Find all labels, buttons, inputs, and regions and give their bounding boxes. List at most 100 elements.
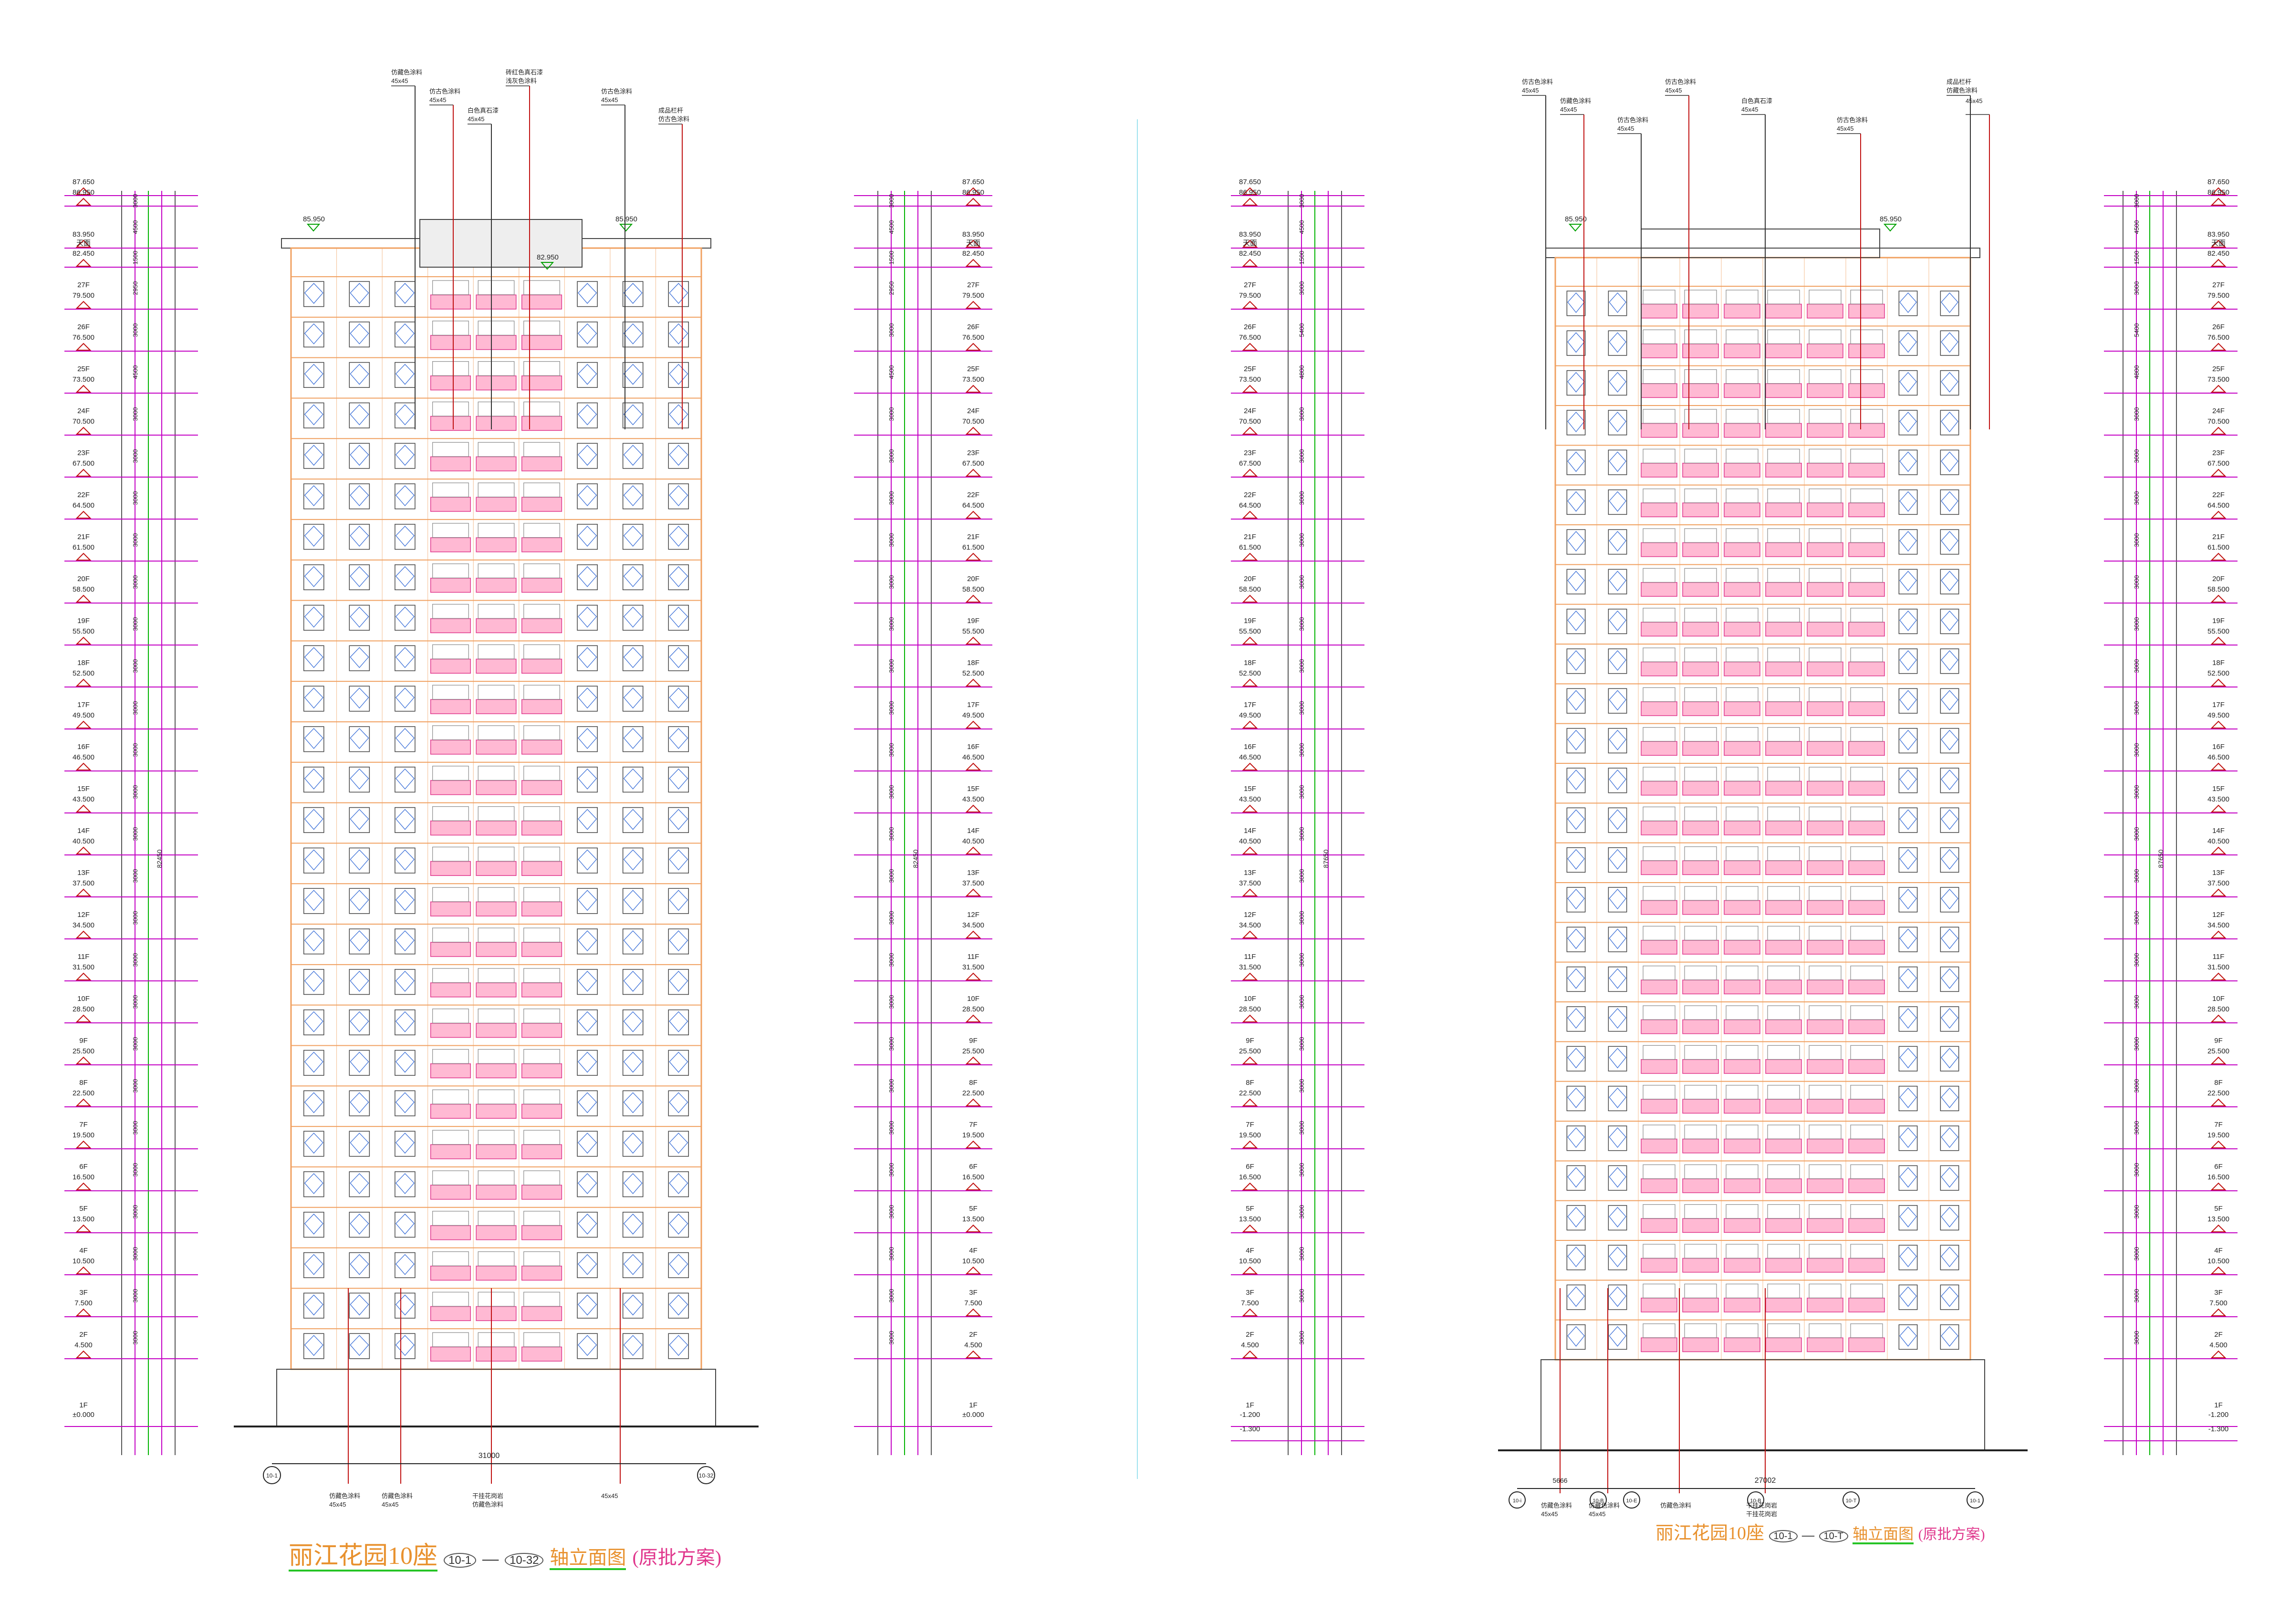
window [577, 686, 598, 712]
balcony-door [1643, 886, 1676, 901]
window [622, 807, 644, 833]
balcony-door [1767, 767, 1800, 781]
window-glazing [304, 647, 323, 668]
floor-label: 天面 [76, 239, 91, 247]
window [1898, 370, 1918, 396]
level-marker [1242, 510, 1258, 519]
balcony-door [523, 523, 560, 538]
window-glazing [395, 768, 415, 790]
balcony-rail [1641, 1059, 1677, 1074]
floor-label: 27F [2212, 281, 2225, 289]
window [1940, 648, 1959, 674]
balcony-rail [1641, 344, 1677, 358]
dimension-value: 1500 [132, 251, 139, 265]
level-marker [1242, 888, 1258, 896]
right-top-callout-size: 仿藏色涂料 [1946, 87, 1978, 94]
floor-label: 22F [2212, 491, 2225, 499]
elevation-label: 76.500 [2207, 333, 2229, 342]
floor-label: 26F [2212, 323, 2225, 331]
elevation-label: 83.950 [1239, 230, 1261, 239]
window-glazing [304, 485, 323, 507]
window-glazing [350, 485, 369, 507]
axis-label: 10-E [1626, 1498, 1637, 1504]
window-glazing [623, 849, 643, 871]
window [622, 402, 644, 428]
balcony-rail [521, 1306, 562, 1321]
window [577, 564, 598, 591]
floor-label: 3F [79, 1289, 88, 1297]
window-glazing [1567, 571, 1585, 592]
window-glazing [1941, 889, 1958, 910]
balcony-door [432, 806, 469, 821]
window-glazing [350, 364, 369, 385]
window-glazing [1899, 928, 1917, 949]
floor-label: 7F [969, 1121, 978, 1129]
dimension-value: 3000 [132, 911, 139, 925]
window [1608, 688, 1627, 714]
floor-label: 8F [79, 1079, 88, 1087]
window-glazing [1567, 889, 1585, 910]
dimension-value: 3000 [888, 617, 895, 631]
window-glazing [304, 323, 323, 344]
window-glazing [578, 1335, 597, 1356]
left-top-callout-size: 45x45 [391, 77, 408, 84]
window-glazing [1899, 372, 1917, 393]
window-glazing [1567, 332, 1585, 353]
balcony-rail [1848, 1059, 1885, 1074]
elevation-label: 79.500 [2207, 291, 2229, 300]
left-bottom-callout-label: 45x45 [601, 1492, 618, 1499]
balcony-door [1809, 1244, 1842, 1259]
floor-label: 19F [1244, 617, 1256, 625]
level-marker [2210, 636, 2227, 645]
balcony-door [1726, 329, 1759, 344]
balcony-rail [1848, 1258, 1885, 1273]
balcony-rail [1641, 1298, 1677, 1312]
level-marker [1242, 301, 1258, 309]
window-glazing [395, 566, 415, 587]
floor-label: 5F [1246, 1205, 1254, 1213]
window-glazing [395, 728, 415, 749]
window-glazing [395, 1213, 415, 1235]
elevation-label: 64.500 [2207, 501, 2229, 510]
balcony-rail [430, 537, 471, 552]
balcony-rail [476, 942, 517, 957]
balcony-door [523, 321, 560, 336]
balcony-door [478, 1049, 515, 1064]
dimension-value: 3000 [1298, 1205, 1305, 1219]
window-glazing [578, 1213, 597, 1235]
right-top-callout-size: 45x45 [1522, 87, 1539, 94]
window-glazing [1941, 292, 1958, 313]
balcony-door [478, 725, 515, 740]
balcony-rail [1765, 1059, 1802, 1074]
window [668, 767, 689, 793]
balcony-door [1767, 1005, 1800, 1020]
dimension-value: 3000 [2133, 827, 2140, 841]
roof-level-label: 85.950 [1565, 215, 1587, 223]
right-width-dim: 27002 [1755, 1477, 1776, 1485]
balcony-door [1643, 647, 1676, 662]
dimension-value: 3000 [1298, 194, 1305, 208]
balcony-rail [1848, 940, 1885, 955]
floor-label: 15F [967, 785, 979, 793]
level-marker [965, 762, 981, 770]
elevation-label: 16.500 [73, 1173, 94, 1181]
window [577, 928, 598, 955]
level-marker [75, 1224, 92, 1232]
window [668, 281, 689, 307]
balcony-door [1809, 568, 1842, 583]
window-glazing [669, 323, 688, 344]
elevation-label: 82.450 [1239, 250, 1261, 258]
balcony-rail [521, 699, 562, 714]
floor-label: 25F [1244, 365, 1256, 373]
right-title-suffix: 轴立面图 [1853, 1525, 1914, 1544]
balcony-rail [1641, 741, 1677, 756]
right-title-main: 丽江花园10座 [1655, 1523, 1765, 1543]
balcony-rail [1682, 900, 1719, 915]
balcony-rail [1765, 502, 1802, 518]
elevation-label: 25.500 [1239, 1047, 1261, 1055]
floor-label: 21F [2212, 533, 2225, 541]
right-title-note: (原批方案) [1918, 1527, 1985, 1542]
window-glazing [578, 970, 597, 992]
level-marker [965, 1224, 981, 1232]
roof-structure [1641, 229, 1880, 258]
